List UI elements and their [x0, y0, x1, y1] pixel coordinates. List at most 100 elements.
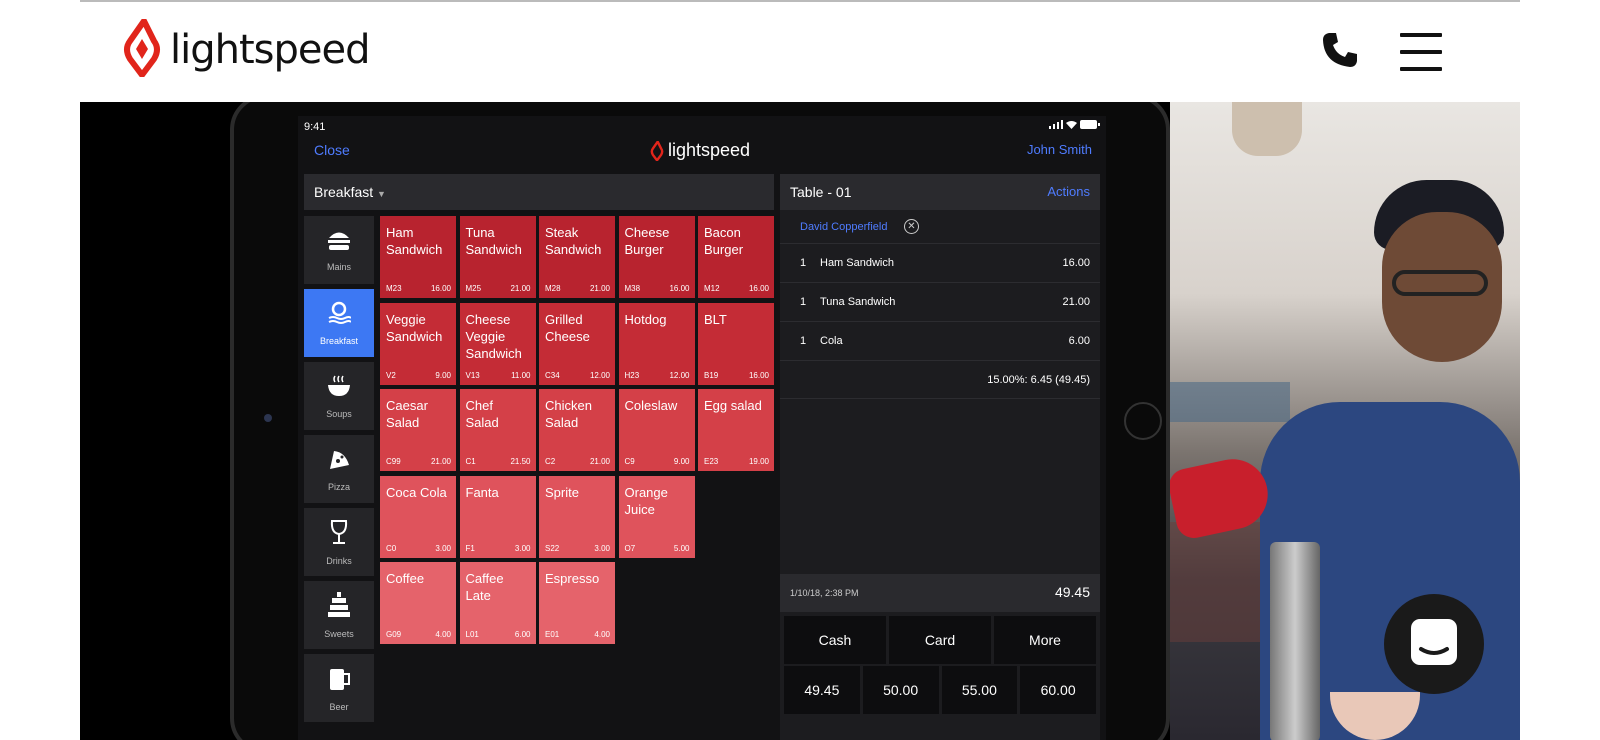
product-price: 12.00 [589, 370, 610, 380]
order-total: 49.45 [1054, 584, 1090, 600]
more-button[interactable]: More [994, 616, 1096, 664]
category-pizza[interactable]: Pizza [304, 435, 374, 503]
product-price: 11.00 [511, 370, 531, 380]
product-code: F1 [465, 543, 475, 553]
breakfast-icon [327, 301, 352, 330]
category-label: Drinks [326, 555, 352, 566]
category-soups[interactable]: Soups [304, 362, 374, 430]
burger-icon [327, 229, 351, 256]
product-tile[interactable]: Caffee Late L01 6.00 [459, 562, 536, 644]
category-label: Breakfast [319, 335, 359, 346]
user-name-button[interactable]: John Smith [1026, 142, 1092, 157]
order-line[interactable]: 1 Cola 6.00 [780, 322, 1100, 361]
line-qty: 1 [800, 257, 807, 269]
order-line[interactable]: 1 Ham Sandwich 16.00 [780, 244, 1100, 283]
product-tile[interactable]: Fanta F1 3.00 [459, 475, 536, 558]
product-code: V2 [386, 370, 396, 380]
status-icons [1049, 120, 1100, 129]
product-code: M23 [386, 284, 402, 293]
product-code: L01 [465, 630, 479, 639]
amount-button[interactable]: 60.00 [1020, 666, 1096, 714]
product-name: Tuna Sandwich [465, 225, 522, 257]
close-button[interactable]: Close [314, 142, 350, 158]
product-code: C99 [386, 457, 401, 466]
product-price: 9.00 [435, 370, 451, 380]
shelf-shape [1170, 382, 1290, 422]
product-code: M38 [624, 284, 641, 293]
payment-buttons: Cash Card More [784, 616, 1096, 664]
order-date: 1/10/18, 2:38 PM [790, 588, 859, 598]
cocktail-shaker [1270, 542, 1320, 740]
brand-logo[interactable]: lightspeed [122, 17, 370, 80]
status-bar: 9:41 [298, 116, 1106, 136]
category-breakfast[interactable]: Breakfast [304, 289, 374, 357]
line-name: Ham Sandwich [820, 257, 894, 269]
product-tile[interactable]: Hotdog H23 12.00 [618, 302, 695, 385]
product-tile[interactable]: Chef Salad C1 21.50 [459, 389, 536, 471]
product-tile[interactable]: Ham Sandwich M23 16.00 [380, 216, 456, 298]
category-mains[interactable]: Mains [304, 216, 374, 284]
site-header: lightspeed [80, 2, 1520, 102]
product-tile[interactable]: Chicken Salad C2 21.00 [539, 389, 615, 471]
pos-screen: 9:41 Close lightspeed John Smith [298, 116, 1106, 740]
line-qty: 1 [800, 296, 807, 308]
hamburger-menu-button[interactable] [1398, 30, 1444, 74]
product-tile[interactable]: Caesar Salad C99 21.00 [380, 389, 456, 471]
product-tile[interactable]: Sprite S22 3.00 [539, 475, 615, 558]
category-drinks[interactable]: Drinks [304, 508, 374, 576]
customer-name[interactable]: David Copperfield [800, 221, 888, 233]
phone-button[interactable] [1318, 30, 1362, 74]
line-name: Tuna Sandwich [820, 296, 896, 308]
product-tile[interactable]: BLT B19 16.00 [698, 302, 774, 385]
product-tile[interactable]: Grilled Cheese C34 12.00 [539, 302, 615, 385]
product-code: V13 [465, 370, 480, 380]
category-sweets[interactable]: Sweets [304, 581, 374, 649]
product-tile[interactable]: Steak Sandwich M28 21.00 [539, 216, 615, 298]
amount-button[interactable]: 50.00 [862, 666, 939, 714]
chat-button[interactable] [1384, 594, 1484, 694]
top-divider [80, 0, 1520, 2]
product-name: Sprite [545, 484, 579, 500]
product-price: 21.50 [510, 457, 531, 466]
product-tile[interactable]: Tuna Sandwich M25 21.00 [459, 216, 536, 298]
product-tile[interactable]: Cheese Burger M38 16.00 [618, 216, 695, 298]
product-name: Ham Sandwich [386, 225, 443, 257]
product-tile[interactable]: Coffee G09 4.00 [380, 562, 456, 644]
product-tile[interactable]: Veggie Sandwich V2 9.00 [380, 302, 456, 385]
product-code: H23 [624, 370, 640, 380]
product-code: G09 [386, 630, 402, 639]
product-tile[interactable]: Bacon Burger M12 16.00 [698, 216, 774, 298]
product-name: Caffee Late [465, 571, 504, 603]
brand-name: lightspeed [170, 27, 370, 73]
remove-customer-icon[interactable]: ✕ [904, 219, 919, 234]
order-line[interactable]: 1 Tuna Sandwich 21.00 [780, 283, 1100, 322]
ipad-device: 9:41 Close lightspeed John Smith [230, 102, 1170, 740]
actions-button[interactable]: Actions [1047, 184, 1090, 199]
product-tile[interactable]: Espresso E01 4.00 [539, 562, 615, 644]
product-name: Veggie Sandwich [386, 311, 443, 344]
category-selector[interactable]: Breakfast ▼ [304, 174, 774, 210]
product-name: Coca Cola [386, 484, 447, 500]
product-price: 16.00 [669, 284, 690, 293]
product-price: 3.00 [594, 543, 610, 553]
product-tile[interactable]: Coca Cola C0 3.00 [380, 475, 456, 558]
card-button[interactable]: Card [889, 616, 991, 664]
product-tile[interactable]: Egg salad E23 19.00 [698, 389, 774, 471]
table-name: Table - 01 [790, 184, 852, 200]
category-beer[interactable]: Beer [304, 654, 374, 722]
product-name: Chicken Salad [545, 398, 592, 430]
product-name: Coffee [386, 571, 425, 586]
amount-button[interactable]: 49.45 [784, 666, 860, 714]
product-name: Coleslaw [624, 398, 678, 413]
line-price: 21.00 [1062, 296, 1090, 308]
amount-button[interactable]: 55.00 [941, 666, 1018, 714]
product-name: Hotdog [624, 311, 667, 327]
product-price: 3.00 [514, 543, 531, 553]
cash-button[interactable]: Cash [784, 616, 886, 664]
product-tile[interactable]: Orange Juice O7 5.00 [618, 475, 695, 558]
product-code: C9 [624, 457, 635, 466]
line-price: 6.00 [1068, 335, 1090, 347]
product-tile[interactable]: Cheese Veggie Sandwich V13 11.00 [459, 302, 536, 385]
ipad-camera [264, 414, 272, 422]
product-tile[interactable]: Coleslaw C9 9.00 [618, 389, 695, 471]
